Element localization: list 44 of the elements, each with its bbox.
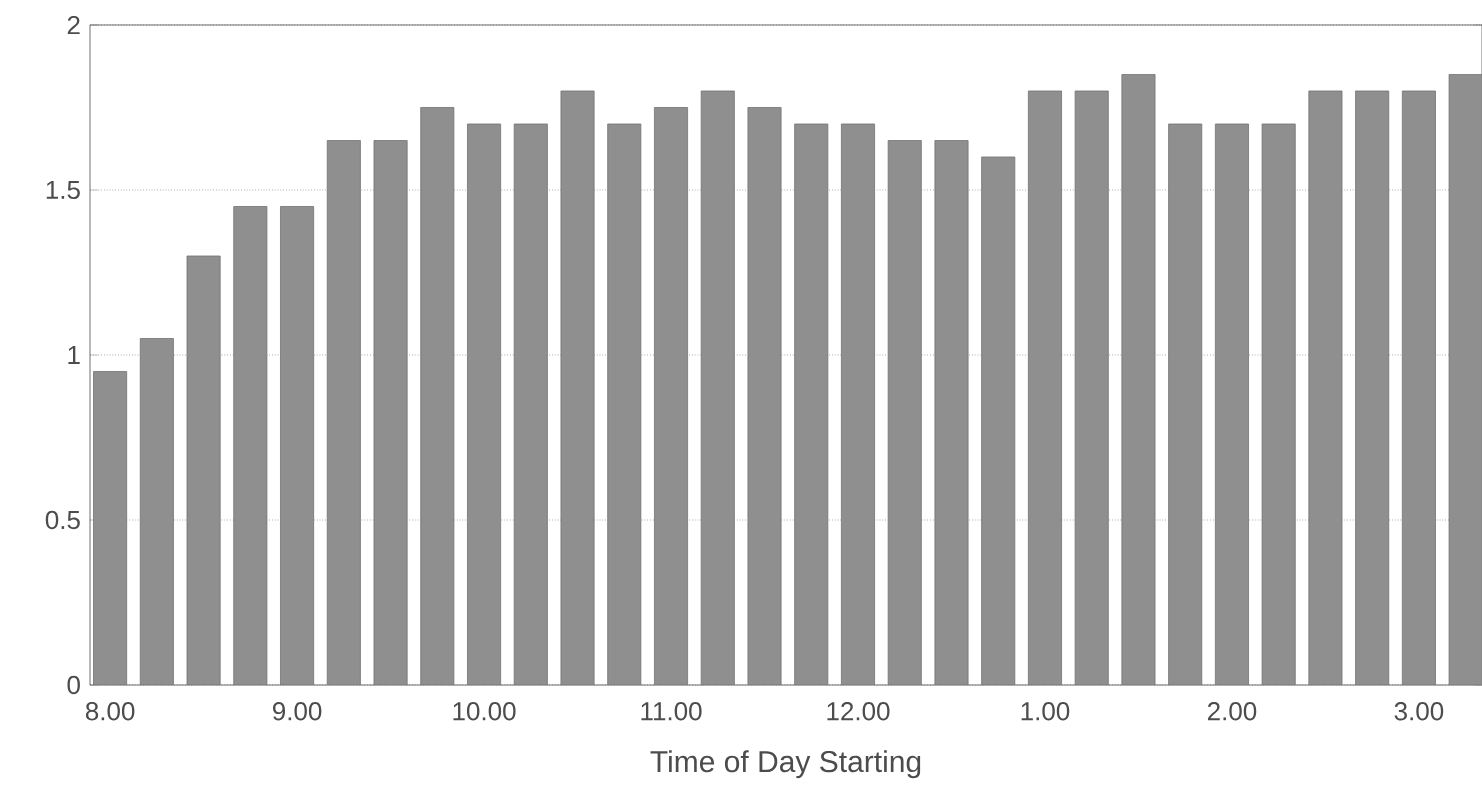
y-tick-label: 2 (67, 15, 80, 35)
bar (1448, 74, 1482, 685)
bar (841, 123, 875, 685)
bar (140, 338, 174, 685)
bar (373, 140, 408, 685)
x-tick-label: 2.00 (1207, 702, 1257, 721)
bar (560, 91, 595, 685)
bar (93, 371, 127, 685)
bar (514, 123, 548, 685)
bar (1168, 123, 1202, 685)
bar (794, 123, 828, 685)
bar (187, 255, 221, 685)
bar (1355, 91, 1389, 685)
bar (1215, 123, 1249, 685)
bar (888, 140, 922, 685)
bar (1075, 91, 1109, 685)
bar (934, 140, 969, 685)
bar (1308, 91, 1343, 685)
y-tick-label: 1 (68, 346, 80, 364)
bar (280, 206, 314, 685)
x-tick-label: 8.00 (85, 702, 135, 721)
y-tick-label: 0 (67, 675, 80, 695)
x-tick-label: 1.00 (1021, 702, 1070, 721)
bar (1121, 74, 1156, 685)
bar (747, 107, 782, 685)
bar (1262, 123, 1296, 685)
x-tick-label: 3.00 (1394, 702, 1444, 721)
bar (607, 123, 641, 685)
bar (654, 107, 688, 685)
bar (701, 91, 735, 685)
x-tick-label: 11.00 (641, 702, 702, 721)
x-tick-label: 9.00 (273, 702, 322, 721)
bar (1402, 91, 1436, 685)
bar (1028, 91, 1062, 685)
y-tick-label: 1.5 (46, 180, 80, 200)
bar (981, 157, 1015, 685)
bar (233, 206, 267, 685)
bar (467, 123, 501, 685)
y-tick-label: 0.5 (45, 510, 80, 530)
bar (420, 107, 454, 685)
x-tick-label: 10.00 (453, 702, 516, 721)
x-axis-title: Time of Day Starting (650, 750, 921, 779)
bar (327, 140, 361, 685)
x-tick-label: 12.00 (827, 702, 890, 721)
